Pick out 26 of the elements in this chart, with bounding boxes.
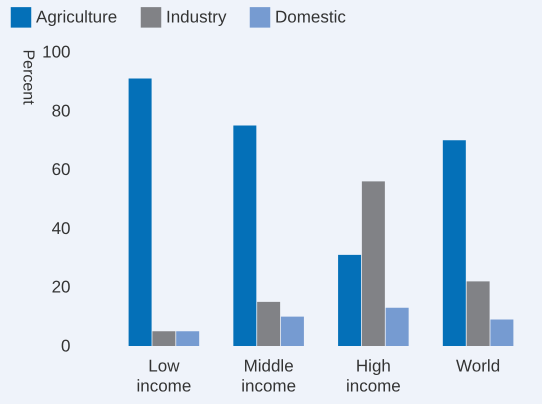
bar (362, 181, 385, 346)
y-axis-title: Percent (20, 50, 36, 106)
legend-label: Domestic (275, 7, 346, 26)
bar (176, 331, 200, 346)
bar (257, 302, 280, 346)
bar (466, 281, 490, 346)
bar (442, 140, 466, 346)
legend-label: Industry (166, 7, 227, 26)
bar (338, 254, 362, 346)
y-tick-label: 40 (52, 218, 70, 238)
x-tick-label: Middle income (241, 356, 296, 396)
bar (386, 308, 409, 346)
bar (128, 78, 152, 346)
bar (280, 316, 304, 346)
y-tick-label: 20 (52, 278, 70, 297)
y-tick-label: 80 (52, 101, 70, 120)
bar (233, 126, 256, 346)
y-tick-label: 100 (42, 42, 70, 62)
bar (490, 320, 514, 346)
x-tick-label: High income (346, 356, 401, 396)
y-tick-label: 60 (52, 160, 70, 180)
y-tick-label: 0 (61, 336, 70, 356)
legend-label: Agriculture (36, 7, 118, 26)
bar (152, 331, 176, 346)
x-tick-label: World (456, 356, 500, 376)
x-tick-label: Low income (136, 356, 192, 396)
